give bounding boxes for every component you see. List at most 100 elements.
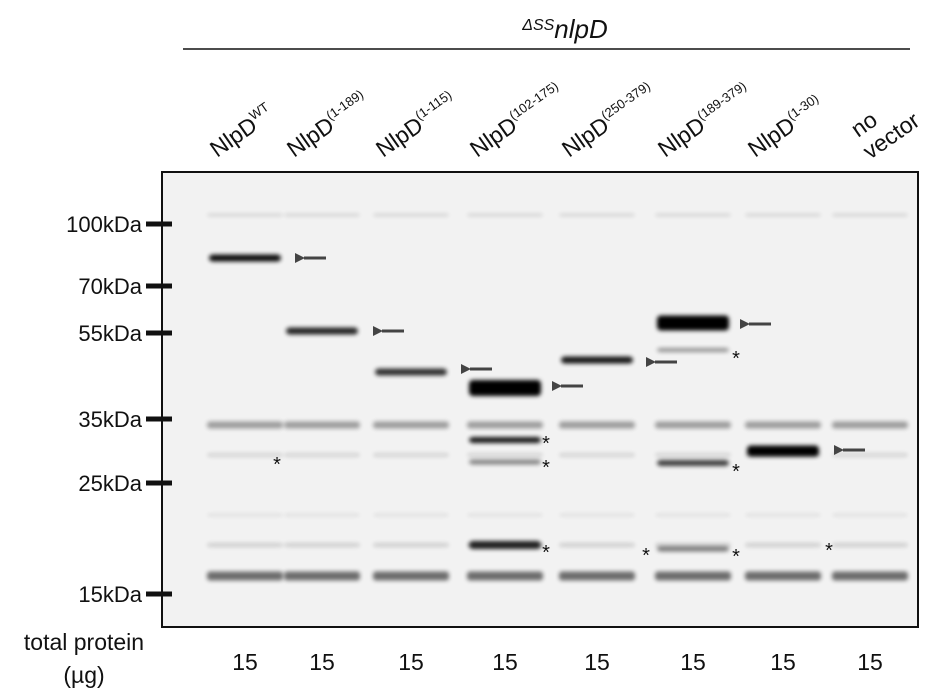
lane-label: NlpD(189-379) xyxy=(652,78,756,162)
header-prefix: ΔSS xyxy=(521,17,554,34)
band xyxy=(745,513,821,517)
band xyxy=(467,213,543,217)
band xyxy=(657,315,729,331)
band xyxy=(832,571,908,581)
band xyxy=(469,380,541,396)
band xyxy=(832,513,908,517)
amount: 15 xyxy=(492,649,518,675)
band xyxy=(284,453,360,457)
band xyxy=(373,513,449,517)
lane-label: NlpD(102-175) xyxy=(464,78,568,162)
band xyxy=(745,213,821,217)
band xyxy=(561,356,633,364)
lane-label: NlpD(250-379) xyxy=(556,78,660,162)
band xyxy=(207,453,283,457)
amount-label: (µg) xyxy=(63,662,104,688)
bands xyxy=(207,213,908,581)
asterisk: * xyxy=(732,461,740,483)
lane-superscript: (1-115) xyxy=(412,87,454,123)
band xyxy=(375,368,447,376)
band xyxy=(832,213,908,217)
band xyxy=(284,543,360,547)
blot xyxy=(161,171,919,628)
asterisk: * xyxy=(732,546,740,568)
marker-label: 70kDa xyxy=(78,274,142,299)
lane-label: NlpDWT xyxy=(204,99,278,162)
lane-superscript: (189-379) xyxy=(694,78,749,123)
asterisk: * xyxy=(542,433,550,455)
asterisk: * xyxy=(542,542,550,564)
band xyxy=(373,543,449,547)
band xyxy=(286,327,358,335)
amount: 15 xyxy=(770,649,796,675)
band xyxy=(832,421,908,429)
band xyxy=(467,453,543,457)
band xyxy=(469,459,541,465)
band xyxy=(655,571,731,581)
marker-label: 25kDa xyxy=(78,471,142,496)
amount: 15 xyxy=(309,649,335,675)
marker-label: 35kDa xyxy=(78,407,142,432)
amount-label: total protein xyxy=(24,629,144,655)
band xyxy=(373,571,449,581)
lane-superscript: (1-189) xyxy=(323,87,366,123)
header: ΔSSnlpD xyxy=(521,14,608,44)
band xyxy=(832,453,908,457)
band xyxy=(655,513,731,517)
asterisk: * xyxy=(642,545,650,567)
lane-superscript: (1-30) xyxy=(784,91,821,123)
marker-label: 15kDa xyxy=(78,582,142,607)
band xyxy=(284,571,360,581)
lane-superscript: (102-175) xyxy=(506,78,561,123)
band xyxy=(655,543,731,547)
band xyxy=(559,543,635,547)
band xyxy=(469,541,541,549)
labels: **** **** *100kDa70kDa55kDa35kDa25kDa15kDa… xyxy=(24,78,925,688)
amount: 15 xyxy=(232,649,258,675)
band xyxy=(467,421,543,429)
band xyxy=(207,421,283,429)
band xyxy=(657,546,729,552)
band xyxy=(559,513,635,517)
amount: 15 xyxy=(398,649,424,675)
band xyxy=(373,213,449,217)
band xyxy=(655,453,731,457)
band xyxy=(207,213,283,217)
band xyxy=(559,421,635,429)
asterisk: * xyxy=(273,454,281,476)
band xyxy=(467,571,543,581)
band xyxy=(745,571,821,581)
band xyxy=(559,453,635,457)
band xyxy=(469,437,541,443)
lane-label: NlpD(1-30) xyxy=(742,91,828,162)
amount: 15 xyxy=(857,649,883,675)
band xyxy=(832,543,908,547)
band xyxy=(657,460,729,466)
asterisk: * xyxy=(825,540,833,562)
marker-label: 55kDa xyxy=(78,321,142,346)
amount: 15 xyxy=(680,649,706,675)
asterisk: * xyxy=(542,457,550,479)
lane-superscript: (250-379) xyxy=(598,78,653,123)
band xyxy=(284,513,360,517)
band xyxy=(559,571,635,581)
lane-label: NlpD(1-189) xyxy=(281,87,373,162)
band xyxy=(655,213,731,217)
band xyxy=(284,213,360,217)
band xyxy=(209,254,281,262)
band xyxy=(655,421,731,429)
band xyxy=(373,421,449,429)
band xyxy=(745,543,821,547)
marker-label: 100kDa xyxy=(66,212,143,237)
band xyxy=(745,421,821,429)
amount: 15 xyxy=(584,649,610,675)
band xyxy=(559,213,635,217)
band xyxy=(207,571,283,581)
band xyxy=(207,513,283,517)
asterisk: * xyxy=(732,348,740,370)
band xyxy=(373,453,449,457)
band xyxy=(467,513,543,517)
band xyxy=(747,445,819,457)
band xyxy=(657,348,729,352)
